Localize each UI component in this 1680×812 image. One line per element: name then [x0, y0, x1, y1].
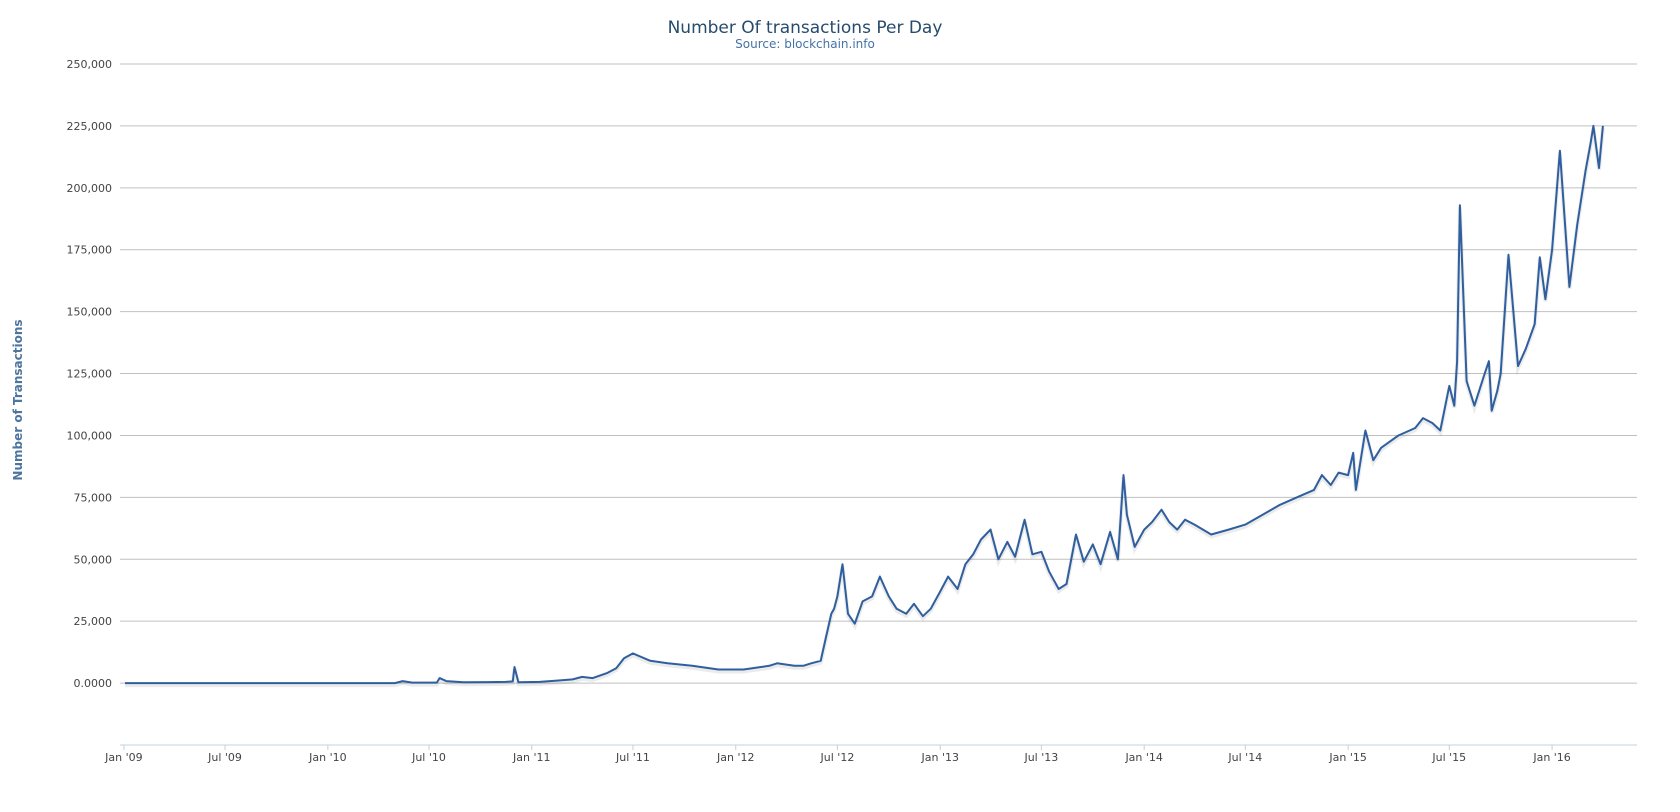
gridlines [120, 63, 1637, 684]
y-tick-label: 100,000 [67, 429, 113, 442]
x-tick-label: Jul '12 [820, 751, 855, 764]
x-tick-label: Jul '14 [1227, 751, 1262, 764]
y-tick-label: 50,000 [74, 553, 113, 566]
y-tick-label: 250,000 [67, 58, 113, 71]
x-tick-label: Jan '14 [1124, 751, 1162, 764]
y-tick-label: 25,000 [74, 615, 113, 628]
y-axis-ticks: 0.0000 25,000 50,000 75,000 100,000 125,000 15… [67, 58, 113, 690]
y-tick-label: 0.0000 [74, 677, 113, 690]
x-tick-label: Jul '09 [207, 751, 242, 764]
y-tick-label: 125,000 [67, 368, 113, 381]
x-tick-label: Jan '16 [1532, 751, 1570, 764]
x-tick-label: Jul '13 [1023, 751, 1058, 764]
x-tick-label: Jan '10 [308, 751, 346, 764]
x-tick-label: Jul '15 [1431, 751, 1466, 764]
x-tick-label: Jan '13 [920, 751, 958, 764]
y-tick-label: 75,000 [74, 491, 113, 504]
x-tick-label: Jul '11 [615, 751, 650, 764]
y-axis-label: Number of Transactions [11, 319, 25, 480]
x-tick-label: Jan '09 [104, 751, 142, 764]
y-tick-label: 150,000 [67, 306, 113, 319]
x-tick-label: Jan '11 [512, 751, 550, 764]
chart-title: Number Of transactions Per Day [668, 18, 943, 38]
y-tick-label: 175,000 [67, 244, 113, 257]
x-tick-label: Jul '10 [411, 751, 446, 764]
x-tick-label: Jan '12 [716, 751, 754, 764]
x-axis-ticks: Jan '09 Jul '09 Jan '10 Jul '10 Jan '11 Jul '… [104, 745, 1571, 764]
chart-subtitle: Source: blockchain.info [735, 37, 875, 51]
y-tick-label: 200,000 [67, 182, 113, 195]
y-tick-label: 225,000 [67, 120, 113, 133]
series-group [125, 124, 1605, 688]
x-tick-label: Jan '15 [1328, 751, 1366, 764]
series-line [125, 124, 1604, 685]
